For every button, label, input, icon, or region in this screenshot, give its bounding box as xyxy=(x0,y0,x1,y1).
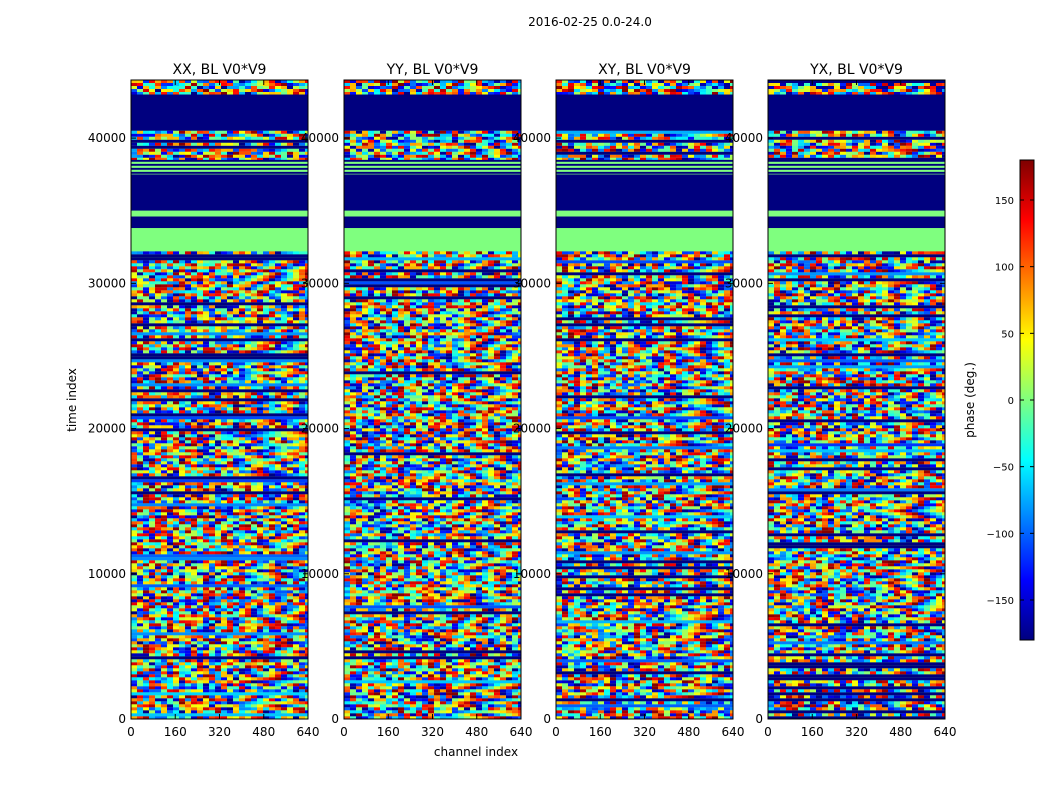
heatmap-image xyxy=(768,80,945,719)
x-tick-label: 480 xyxy=(252,725,275,739)
phase-band xyxy=(344,174,521,211)
colorbar-tick-label: 100 xyxy=(995,263,1014,274)
phase-band xyxy=(556,216,733,229)
phase-band xyxy=(344,210,521,217)
x-tick-label: 480 xyxy=(677,725,700,739)
phase-band xyxy=(344,228,521,252)
phase-band xyxy=(768,174,945,211)
colorbar-tick-label: −50 xyxy=(993,463,1014,474)
phase-band xyxy=(768,94,945,131)
x-tick-label: 640 xyxy=(934,725,957,739)
x-tick-label: 640 xyxy=(297,725,320,739)
y-tick-label: 20000 xyxy=(301,422,339,436)
phase-band xyxy=(556,228,733,252)
x-tick-label: 160 xyxy=(377,725,400,739)
x-tick-label: 160 xyxy=(589,725,612,739)
y-tick-label: 10000 xyxy=(725,567,763,581)
y-tick-label: 10000 xyxy=(88,567,126,581)
x-tick-label: 0 xyxy=(552,725,560,739)
phase-band xyxy=(131,174,308,211)
colorbar-tick-label: 150 xyxy=(995,196,1014,207)
colorbar-tick-label: 0 xyxy=(1008,396,1014,407)
y-axis-label: time index xyxy=(65,368,79,432)
phase-band xyxy=(768,216,945,229)
phase-band xyxy=(556,174,733,211)
x-tick-label: 0 xyxy=(127,725,135,739)
y-tick-label: 20000 xyxy=(725,422,763,436)
x-tick-label: 0 xyxy=(340,725,348,739)
phase-band xyxy=(556,94,733,131)
x-tick-label: 320 xyxy=(208,725,231,739)
phase-band xyxy=(344,216,521,229)
panel-title: XX, BL V0*V9 xyxy=(173,62,267,78)
panel-yx: YX, BL V0*V9 0 160 320 480 640 0 10000 20000 3000… xyxy=(725,62,957,739)
phase-band xyxy=(131,216,308,229)
panel-title: YX, BL V0*V9 xyxy=(809,62,903,78)
x-tick-label: 480 xyxy=(465,725,488,739)
y-tick-label: 30000 xyxy=(88,276,126,290)
y-tick-label: 0 xyxy=(118,712,126,726)
y-tick-label: 30000 xyxy=(301,276,339,290)
y-tick-label: 10000 xyxy=(301,567,339,581)
y-tick-label: 20000 xyxy=(513,422,551,436)
x-tick-label: 640 xyxy=(510,725,533,739)
panel-xy: XY, BL V0*V9 0 160 320 480 640 0 10000 20000 3000… xyxy=(513,62,745,739)
y-tick-label: 30000 xyxy=(513,276,551,290)
x-tick-label: 0 xyxy=(764,725,772,739)
y-tick-label: 0 xyxy=(755,712,763,726)
panel-xx: XX, BL V0*V9 0 160 320 480 640 0 10000 20000 3000… xyxy=(88,62,320,739)
heatmap-image xyxy=(556,80,733,719)
y-tick-label: 0 xyxy=(331,712,339,726)
x-tick-label: 320 xyxy=(633,725,656,739)
phase-band xyxy=(131,94,308,131)
y-tick-label: 20000 xyxy=(88,422,126,436)
phase-band xyxy=(131,210,308,217)
x-tick-label: 640 xyxy=(722,725,745,739)
colorbar: −150 −100 −50 0 50 100 150 xyxy=(987,159,1035,641)
panel-title: XY, BL V0*V9 xyxy=(598,62,691,78)
heatmap-image xyxy=(131,80,308,719)
x-tick-label: 320 xyxy=(421,725,444,739)
colorbar-label: phase (deg.) xyxy=(963,362,977,438)
x-tick-label: 160 xyxy=(801,725,824,739)
y-tick-label: 40000 xyxy=(513,131,551,145)
x-tick-label: 480 xyxy=(889,725,912,739)
phase-band xyxy=(131,228,308,252)
y-tick-label: 40000 xyxy=(88,131,126,145)
colorbar-tick-label: 50 xyxy=(1001,329,1014,340)
x-tick-label: 320 xyxy=(845,725,868,739)
colorbar-tick-label: −100 xyxy=(987,529,1014,540)
x-axis-label: channel index xyxy=(434,745,518,759)
y-tick-label: 40000 xyxy=(725,131,763,145)
colorbar-tick-label: −150 xyxy=(987,596,1014,607)
panel-title: YY, BL V0*V9 xyxy=(386,62,479,78)
phase-band xyxy=(556,210,733,217)
y-tick-label: 40000 xyxy=(301,131,339,145)
panel-yy: YY, BL V0*V9 0 160 320 480 640 0 10000 20000 3000… xyxy=(301,62,533,739)
x-tick-label: 160 xyxy=(164,725,187,739)
y-tick-label: 30000 xyxy=(725,276,763,290)
y-tick-label: 0 xyxy=(543,712,551,726)
phase-band xyxy=(768,210,945,217)
phase-band xyxy=(344,94,521,131)
y-tick-label: 10000 xyxy=(513,567,551,581)
panels-group: XX, BL V0*V9 0 160 320 480 640 0 10000 20000 3000… xyxy=(88,62,957,739)
heatmap-image xyxy=(344,80,521,719)
figure-suptitle: 2016-02-25 0.0-24.0 xyxy=(528,15,652,29)
phase-band xyxy=(768,228,945,252)
